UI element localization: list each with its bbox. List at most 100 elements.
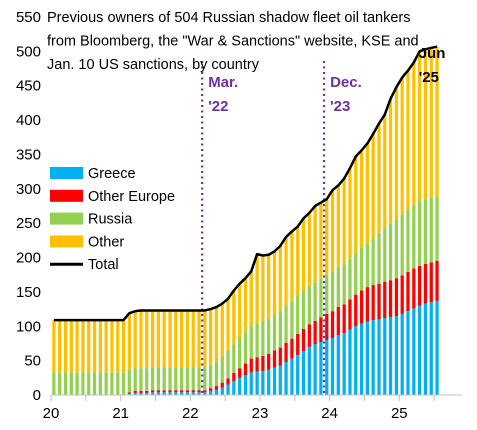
bar-russia-49 [336,267,340,308]
y-tick-label-200: 200 [16,250,41,267]
bar-greece-23 [185,392,190,395]
bar-other-53 [359,150,364,248]
chart-title: Previous owners of 504 Russian shadow fl… [47,10,419,73]
bar-russia-16 [145,368,149,391]
bar-other-europe-65 [429,262,433,303]
bar-greece-57 [383,318,387,395]
bar-other-44 [307,212,311,286]
bar-greece-36 [261,370,265,395]
bar-greece-31 [232,381,236,395]
bar-other-58 [388,98,393,224]
bar-other-europe-47 [325,313,329,341]
bar-other-0 [52,320,56,373]
bar-russia-20 [168,367,172,391]
annotation-label-0-0: Mar. [208,74,238,91]
bar-greece-34 [249,372,253,395]
bar-russia-27 [209,364,213,389]
bar-other-38 [272,251,277,315]
bar-russia-25 [197,367,201,391]
bar-russia-19 [162,367,166,391]
legend-label-other-europe: Other Europe [88,189,175,205]
bar-other-10 [110,320,114,373]
bar-other-europe-41 [290,338,294,359]
annotation-label-1-1: '23 [330,98,350,115]
bar-other-europe-38 [272,350,277,368]
bar-russia-3 [69,372,73,395]
bar-greece-52 [354,326,358,395]
bar-russia-18 [156,367,160,391]
bar-other-europe-25 [197,390,201,393]
bar-other-65 [429,47,433,198]
bar-russia-9 [104,372,108,395]
bar-russia-52 [354,253,358,295]
bar-russia-1 [58,372,62,395]
x-tick-label-21: 21 [112,405,129,422]
bar-other-europe-19 [162,390,166,393]
bar-other-europe-14 [133,390,137,393]
annotation-label-2-1: '25 [419,69,439,86]
legend-swatch-other-europe [50,189,83,202]
bar-russia-41 [290,300,294,339]
bar-other-47 [325,199,329,275]
bar-greece-46 [319,342,323,395]
bar-other-europe-42 [296,333,300,356]
bar-greece-60 [400,313,404,395]
bar-russia-54 [365,243,369,288]
bar-other-60 [400,77,404,215]
bar-russia-6 [87,372,91,395]
bar-russia-45 [313,282,317,321]
title-line-0: Previous owners of 504 Russian shadow fl… [47,10,411,26]
legend: Greece Other Europe Russia Other Total [47,160,193,278]
bar-other-32 [238,283,242,338]
bar-other-33 [243,278,248,332]
bar-russia-15 [139,368,143,391]
bar-other-europe-58 [388,280,393,318]
bar-other-europe-64 [423,263,428,304]
bar-russia-46 [319,278,323,318]
bar-russia-22 [179,367,184,391]
bar-greece-13 [127,393,131,395]
bar-other-europe-20 [168,390,172,393]
bar-other-europe-45 [313,320,317,345]
bar-other-45 [313,206,317,283]
bar-other-europe-52 [354,294,358,327]
bar-russia-37 [267,318,271,354]
bar-russia-32 [238,337,242,369]
bar-greece-47 [325,340,329,395]
bar-russia-5 [81,372,85,395]
bar-russia-59 [394,219,399,279]
bar-russia-61 [406,210,410,272]
bar-other-europe-63 [417,265,422,306]
bar-russia-24 [191,367,195,391]
bar-other-3 [69,320,73,373]
bar-other-26 [203,310,207,368]
bar-greece-20 [168,392,172,395]
bar-russia-38 [272,314,277,351]
bar-other-57 [383,114,387,228]
bar-other-31 [232,290,236,345]
bar-other-europe-28 [214,386,219,390]
bar-greece-44 [307,346,311,395]
bar-russia-56 [377,232,381,284]
bar-greece-49 [336,335,340,395]
bar-other-europe-61 [406,271,410,312]
bar-greece-37 [267,369,271,395]
bar-greece-40 [284,362,288,395]
bar-other-9 [104,320,108,373]
bar-other-17 [150,310,155,368]
legend-label-total: Total [88,257,119,273]
bars-layer [52,46,439,395]
bar-other-23 [185,310,190,368]
y-tick-label-50: 50 [24,353,41,370]
y-tick-label-450: 450 [16,78,41,95]
bar-other-52 [354,156,358,254]
bar-other-europe-24 [191,390,195,393]
bar-other-europe-31 [232,373,236,382]
bar-other-6 [87,320,91,373]
annotation-label-1-0: Dec. [330,74,362,91]
bar-other-12 [121,320,126,373]
bar-russia-62 [412,204,416,269]
bar-greece-66 [435,300,439,395]
bar-russia-31 [232,344,236,374]
bar-other-europe-15 [139,390,143,393]
